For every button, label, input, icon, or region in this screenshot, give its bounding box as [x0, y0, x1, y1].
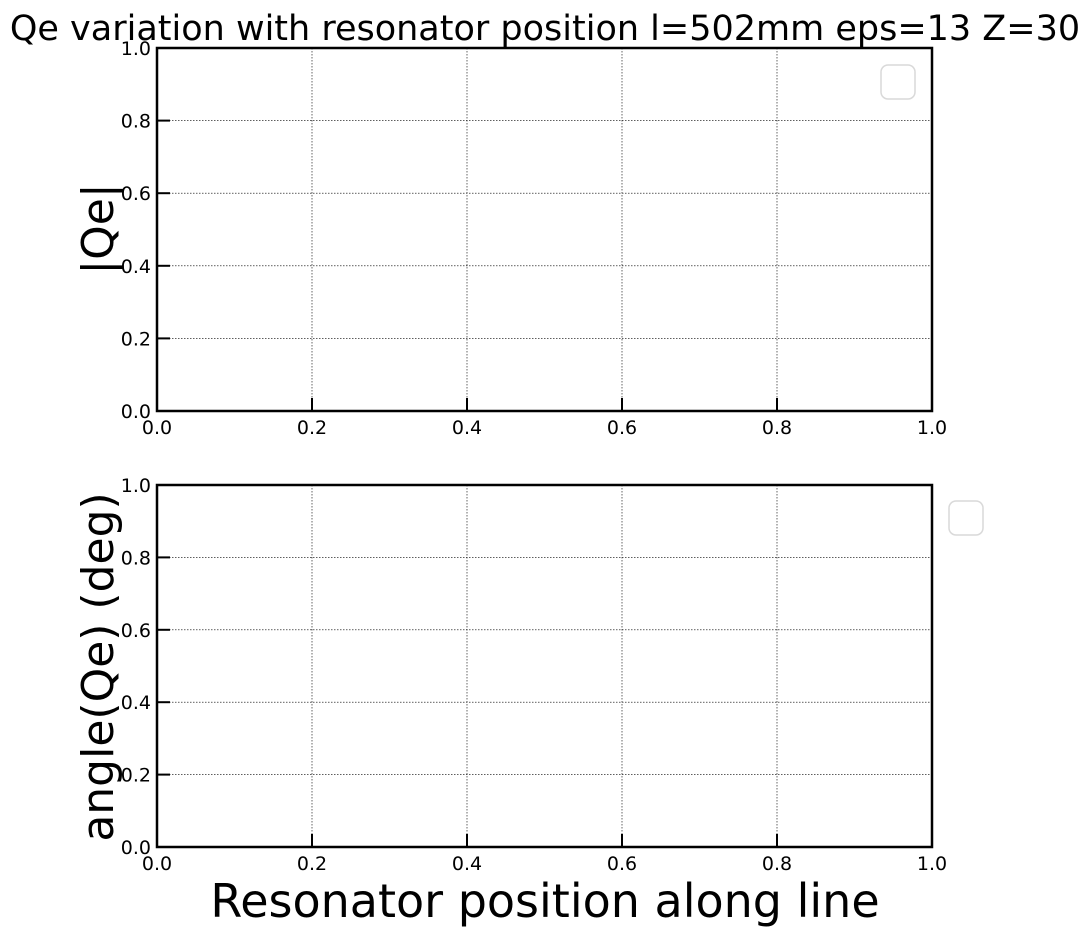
top-x-tick-label: 0.0: [142, 417, 172, 439]
chart-title: Qe variation with resonator position l=5…: [10, 9, 1080, 49]
top-y-axis-label: |Qe|: [73, 183, 124, 274]
top-x-tick-label: 0.6: [607, 417, 637, 439]
bottom-y-tick-label: 0.0: [121, 837, 151, 859]
bottom-grid: [157, 485, 932, 847]
bottom-x-tick-label: 0.6: [607, 853, 637, 875]
top-y-tick-label: 0.6: [121, 183, 151, 205]
subplot-top: 0.0 0.2 0.4 0.6 0.8 1.0 0.0 0.2 0.4 0.6 0.8 1.0 |Qe…: [73, 38, 947, 439]
top-x-tick-label: 0.8: [762, 417, 792, 439]
top-y-tick-label: 0.8: [121, 111, 151, 133]
top-legend-box: [880, 64, 916, 100]
bottom-ticks: 0.0 0.2 0.4 0.6 0.8 1.0 0.0 0.2 0.4 0.6 0.8 1.0: [121, 475, 947, 875]
top-x-tick-label: 0.2: [297, 417, 327, 439]
bottom-legend-box: [948, 500, 984, 536]
bottom-x-tick-label: 0.0: [142, 853, 172, 875]
top-axes-frame: [155, 46, 934, 413]
bottom-y-tick-label: 0.6: [121, 620, 151, 642]
bottom-x-tick-label: 0.2: [297, 853, 327, 875]
bottom-y-axis-label: angle(Qe) (deg): [73, 492, 124, 841]
bottom-y-tick-label: 0.2: [121, 765, 151, 787]
bottom-y-tick-label: 0.8: [121, 547, 151, 569]
bottom-y-tick-label: 0.4: [121, 692, 151, 714]
top-y-tick-label: 0.2: [121, 328, 151, 350]
top-grid: [157, 48, 932, 411]
top-x-tick-label: 1.0: [917, 417, 947, 439]
bottom-x-tick-label: 0.8: [762, 853, 792, 875]
top-y-tick-label: 0.4: [121, 256, 151, 278]
bottom-y-tick-label: 1.0: [121, 475, 151, 497]
bottom-x-axis-label: Resonator position along line: [210, 874, 879, 928]
top-x-tick-label: 0.4: [452, 417, 482, 439]
bottom-x-tick-label: 0.4: [452, 853, 482, 875]
top-y-tick-label: 0.0: [121, 401, 151, 423]
top-y-tick-label: 1.0: [121, 38, 151, 60]
subplot-bottom: 0.0 0.2 0.4 0.6 0.8 1.0 0.0 0.2 0.4 0.6 0.8 1.0 ang…: [73, 475, 984, 928]
bottom-x-tick-label: 1.0: [917, 853, 947, 875]
bottom-axes-frame: [155, 483, 934, 849]
